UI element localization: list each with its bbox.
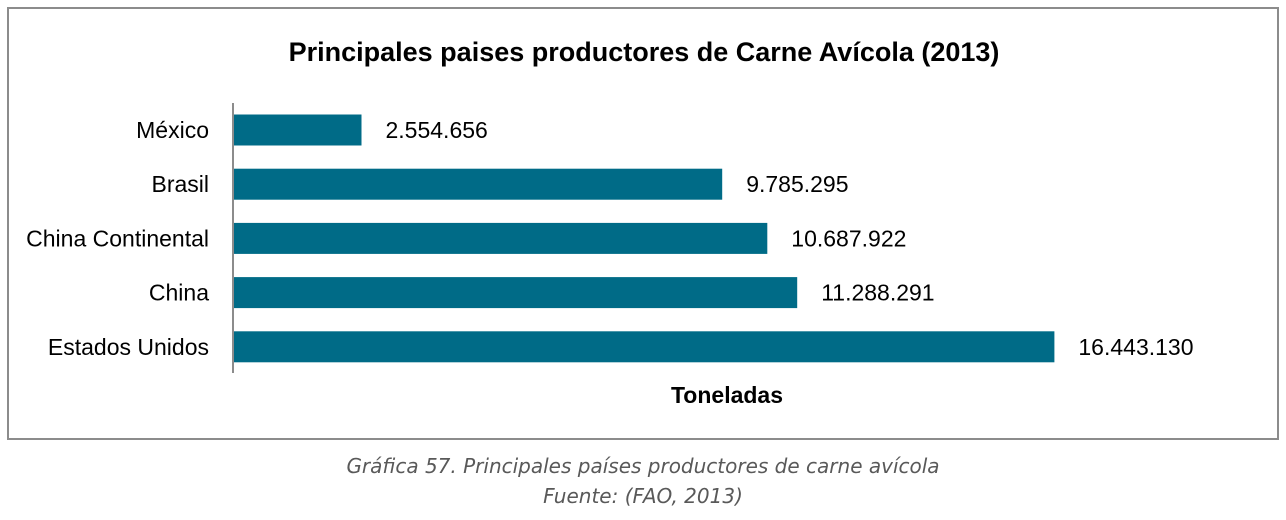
chart-frame: Principales paises productores de Carne … — [7, 7, 1279, 440]
bar-estados-unidos — [234, 331, 1055, 363]
value-label-china: 11.288.291 — [821, 280, 934, 306]
figure-caption: Gráfica 57. Principales países productor… — [346, 454, 940, 478]
category-label-estados-unidos: Estados Unidos — [48, 334, 209, 360]
x-axis-title: Toneladas — [671, 382, 783, 408]
category-label-china-continental: China Continental — [26, 225, 209, 251]
bar-brasil — [234, 168, 723, 200]
value-label-estados-unidos: 16.443.130 — [1078, 334, 1193, 360]
category-label-china: China — [149, 280, 209, 306]
bar-china — [234, 277, 798, 309]
value-label-brasil: 9.785.295 — [746, 171, 848, 197]
bar-mexico — [234, 114, 362, 146]
category-label-brasil: Brasil — [151, 171, 209, 197]
bar-chart: Principales paises productores de Carne … — [26, 37, 1194, 408]
chart-title: Principales paises productores de Carne … — [289, 37, 1000, 67]
value-label-china-continental: 10.687.922 — [791, 225, 906, 251]
figure-source: Fuente: (FAO, 2013) — [543, 484, 743, 508]
category-label-mexico: México — [136, 117, 209, 143]
value-label-mexico: 2.554.656 — [386, 117, 488, 143]
bars-layer: México 2.554.656 Brasil 9.785.295 China Cont… — [26, 114, 1194, 363]
bar-china-continental — [234, 222, 768, 254]
